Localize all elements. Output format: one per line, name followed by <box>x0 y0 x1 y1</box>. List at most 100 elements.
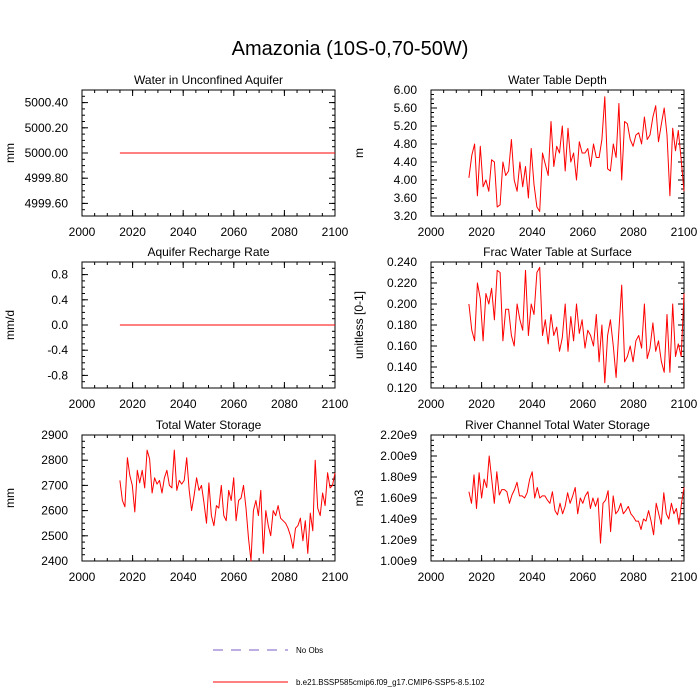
y-tick-label: 0.180 <box>387 318 417 332</box>
x-tick-label: 2020 <box>119 225 146 239</box>
x-tick-label: 2060 <box>569 225 596 239</box>
panel-title: Total Water Storage <box>156 418 262 432</box>
x-tick-label: 2100 <box>671 225 698 239</box>
x-tick-label: 2000 <box>418 570 445 584</box>
y-tick-label: 2.20e9 <box>380 428 417 442</box>
x-tick-label: 2080 <box>620 397 647 411</box>
series-line <box>468 96 685 212</box>
y-axis-label: mm <box>3 143 17 163</box>
x-tick-label: 2100 <box>671 570 698 584</box>
y-tick-label: 0.240 <box>387 255 417 269</box>
series-line <box>468 266 685 384</box>
y-tick-label: 4999.60 <box>25 196 69 210</box>
plot-frame <box>430 434 685 562</box>
x-tick-label: 2080 <box>271 225 298 239</box>
y-tick-label: 2900 <box>41 428 68 442</box>
panel-title: Water in Unconfined Aquifer <box>134 73 283 87</box>
x-tick-label: 2020 <box>119 397 146 411</box>
x-tick-label: 2100 <box>322 397 349 411</box>
y-tick-label: 0.8 <box>51 268 68 282</box>
x-tick-label: 2080 <box>271 570 298 584</box>
y-tick-label: 2400 <box>41 554 68 568</box>
x-tick-label: 2000 <box>69 397 96 411</box>
x-tick-label: 2040 <box>170 397 197 411</box>
x-tick-label: 2020 <box>119 570 146 584</box>
y-tick-label: 6.00 <box>394 83 418 97</box>
y-tick-label: 0.200 <box>387 297 417 311</box>
x-tick-label: 2060 <box>220 570 247 584</box>
y-tick-label: 5000.40 <box>25 96 69 110</box>
y-tick-label: 3.60 <box>394 191 418 205</box>
x-tick-label: 2080 <box>620 570 647 584</box>
legend-label-model: b.e21.BSSP585cmip6.f09_g17.CMIP6-SSP5-8.… <box>296 678 485 687</box>
x-tick-label: 2060 <box>220 225 247 239</box>
panel-1: Water Table Depth m 2000 2020 2040 2060 2080 21… <box>352 73 698 239</box>
y-axis-label: mm <box>3 488 17 508</box>
y-tick-label: 2.00e9 <box>380 449 417 463</box>
y-tick-label: 4.80 <box>394 137 418 151</box>
y-tick-label: 0.140 <box>387 360 417 374</box>
panel-title: Aquifer Recharge Rate <box>147 245 269 259</box>
panel-0: Water in Unconfined Aquifer mm 2000 2020 204… <box>3 73 349 239</box>
y-axis-label: mm/d <box>3 310 17 340</box>
series-line <box>119 449 336 562</box>
x-tick-label: 2080 <box>620 225 647 239</box>
x-tick-label: 2060 <box>220 397 247 411</box>
x-tick-label: 2040 <box>519 225 546 239</box>
y-tick-label: 2700 <box>41 478 68 492</box>
panels: Water in Unconfined Aquifer mm 2000 2020 204… <box>3 73 698 584</box>
panel-2: Aquifer Recharge Rate mm/d 2000 2020 2040 206… <box>3 245 349 411</box>
y-tick-label: -0.8 <box>47 368 68 382</box>
panel-3: Frac Water Table at Surface unitless [0-1… <box>352 245 698 411</box>
x-tick-label: 2040 <box>519 397 546 411</box>
x-tick-label: 2100 <box>671 397 698 411</box>
y-tick-label: 3.20 <box>394 209 418 223</box>
y-axis-label: unitless [0-1] <box>352 291 366 359</box>
x-tick-label: 2100 <box>322 225 349 239</box>
x-tick-label: 2000 <box>418 397 445 411</box>
y-tick-label: 1.80e9 <box>380 470 417 484</box>
y-tick-label: 2800 <box>41 453 68 467</box>
x-tick-label: 2000 <box>69 225 96 239</box>
plot-frame <box>430 261 685 389</box>
y-tick-label: -0.4 <box>47 343 68 357</box>
x-tick-label: 2040 <box>170 225 197 239</box>
panel-title: Water Table Depth <box>508 73 607 87</box>
panel-4: Total Water Storage mm 2000 2020 2040 2060 208… <box>3 418 349 584</box>
panel-title: Frac Water Table at Surface <box>483 245 632 259</box>
x-tick-label: 2020 <box>468 570 495 584</box>
y-tick-label: 1.00e9 <box>380 554 417 568</box>
y-tick-label: 5.60 <box>394 101 418 115</box>
y-tick-label: 4.00 <box>394 173 418 187</box>
y-tick-label: 1.60e9 <box>380 491 417 505</box>
y-tick-label: 1.20e9 <box>380 533 417 547</box>
y-tick-label: 0.0 <box>51 318 68 332</box>
x-tick-label: 2000 <box>69 570 96 584</box>
plot-frame <box>430 89 685 217</box>
x-tick-label: 2100 <box>322 570 349 584</box>
legend-label-no-obs: No Obs <box>296 646 323 655</box>
y-tick-label: 0.120 <box>387 381 417 395</box>
y-tick-label: 4999.80 <box>25 171 69 185</box>
y-tick-label: 5000.20 <box>25 121 69 135</box>
y-tick-label: 1.40e9 <box>380 512 417 526</box>
x-tick-label: 2060 <box>569 397 596 411</box>
figure-title: Amazonia (10S-0,70-50W) <box>232 38 469 60</box>
y-axis-label: m3 <box>352 489 366 506</box>
y-tick-label: 2500 <box>41 529 68 543</box>
legend: No Obs b.e21.BSSP585cmip6.f09_g17.CMIP6-… <box>213 646 485 687</box>
y-tick-label: 2600 <box>41 504 68 518</box>
x-tick-label: 2020 <box>468 397 495 411</box>
series-line <box>468 455 685 544</box>
panel-title: River Channel Total Water Storage <box>465 418 650 432</box>
x-tick-label: 2080 <box>271 397 298 411</box>
y-tick-label: 5.20 <box>394 119 418 133</box>
y-tick-label: 0.4 <box>51 293 68 307</box>
x-tick-label: 2020 <box>468 225 495 239</box>
x-tick-label: 2040 <box>170 570 197 584</box>
x-tick-label: 2000 <box>418 225 445 239</box>
x-tick-label: 2040 <box>519 570 546 584</box>
y-tick-label: 0.220 <box>387 276 417 290</box>
x-tick-label: 2060 <box>569 570 596 584</box>
